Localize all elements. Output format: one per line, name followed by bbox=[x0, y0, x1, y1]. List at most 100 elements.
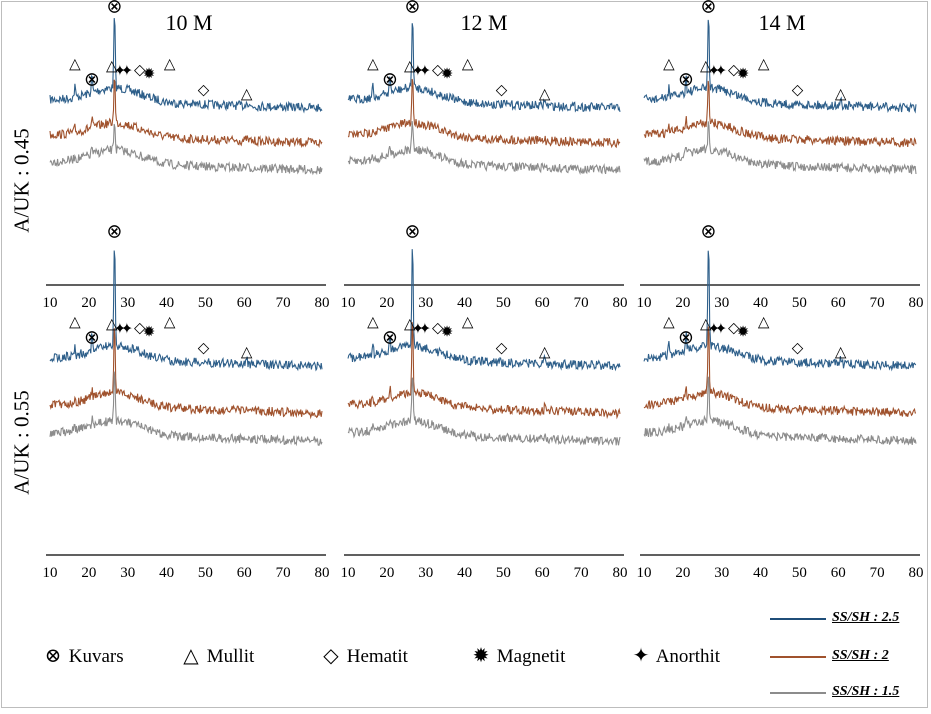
x-tick-label: 70 bbox=[574, 565, 589, 581]
x-tick-label: 80 bbox=[909, 565, 924, 581]
legend-kuvars-label: Kuvars bbox=[68, 646, 124, 667]
diamond-icon: ◇ bbox=[728, 319, 740, 337]
legend-series-2-5-label: SS/SH : 2.5 bbox=[832, 610, 900, 625]
legend-anorthit: ✦ Anorthit bbox=[630, 643, 720, 668]
legend-mullit-label: Mullit bbox=[206, 646, 255, 667]
triangle-icon: △ bbox=[758, 313, 770, 331]
legend-magnetit-label: Magnetit bbox=[496, 646, 566, 667]
x-tick-label: 10 bbox=[637, 295, 652, 311]
four-point-star-icon: ✦ bbox=[412, 320, 425, 338]
x-tick-label: 40 bbox=[753, 565, 768, 581]
legend-kuvars: ⊗ Kuvars bbox=[42, 643, 124, 668]
x-tick-label: 30 bbox=[714, 295, 729, 311]
x-tick-label: 30 bbox=[418, 565, 433, 581]
series-trace-1 bbox=[643, 80, 917, 148]
circled-x-icon: ⊗ bbox=[84, 69, 100, 91]
star-burst-icon: ✹ bbox=[441, 323, 454, 341]
circled-x-icon: ⊗ bbox=[84, 327, 100, 349]
diamond-icon: ◇ bbox=[496, 81, 508, 99]
circled-x-icon: ⊗ bbox=[701, 221, 717, 243]
four-point-star-icon: ✦ bbox=[419, 320, 432, 338]
four-point-star-icon: ✦ bbox=[715, 320, 728, 338]
series-trace-2 bbox=[49, 371, 323, 447]
triangle-icon: △ bbox=[835, 343, 847, 361]
four-point-star-icon: ✦ bbox=[708, 320, 721, 338]
legend-hematit-label: Hematit bbox=[346, 646, 408, 667]
star-burst-icon: ✹ bbox=[441, 65, 454, 83]
star-burst-icon: ✹ bbox=[143, 323, 156, 341]
x-tick-label: 30 bbox=[120, 295, 135, 311]
x-tick-label: 50 bbox=[792, 565, 807, 581]
triangle-icon: △ bbox=[106, 57, 118, 75]
x-tick-label: 60 bbox=[237, 565, 252, 581]
legend-series-1-5-label: SS/SH : 1.5 bbox=[832, 684, 900, 699]
four-point-star-icon: ✦ bbox=[121, 62, 134, 80]
triangle-icon: △ bbox=[241, 343, 253, 361]
diamond-icon: ◇ bbox=[323, 645, 339, 667]
star-burst-icon: ✹ bbox=[737, 323, 750, 341]
circled-x-icon: ⊗ bbox=[701, 0, 717, 18]
legend-hematit: ◇ Hematit bbox=[320, 643, 408, 668]
four-point-star-icon: ✦ bbox=[121, 320, 134, 338]
triangle-icon: △ bbox=[404, 315, 416, 333]
series-trace-0 bbox=[49, 250, 323, 372]
x-tick-label: 60 bbox=[535, 565, 550, 581]
x-tick-label: 30 bbox=[120, 565, 135, 581]
x-tick-label: 60 bbox=[237, 295, 252, 311]
x-tick-label: 10 bbox=[43, 295, 58, 311]
column-title-14m: 14 M bbox=[758, 10, 806, 35]
series-trace-0 bbox=[643, 250, 917, 372]
triangle-icon: △ bbox=[183, 645, 199, 667]
x-tick-label: 70 bbox=[870, 295, 885, 311]
x-tick-label: 60 bbox=[831, 565, 846, 581]
four-point-star-icon: ✦ bbox=[632, 645, 650, 667]
circled-x-icon: ⊗ bbox=[678, 327, 694, 349]
diamond-icon: ◇ bbox=[134, 61, 146, 79]
triangle-icon: △ bbox=[700, 57, 712, 75]
triangle-icon: △ bbox=[69, 55, 81, 73]
x-tick-label: 50 bbox=[496, 295, 511, 311]
star-burst-icon: ✹ bbox=[472, 645, 490, 667]
x-tick-label: 30 bbox=[714, 565, 729, 581]
triangle-icon: △ bbox=[700, 315, 712, 333]
triangle-icon: △ bbox=[404, 57, 416, 75]
circled-x-icon: ⊗ bbox=[44, 645, 62, 667]
triangle-icon: △ bbox=[663, 55, 675, 73]
series-trace-0 bbox=[49, 18, 323, 114]
column-title-10m: 10 M bbox=[165, 10, 213, 35]
diamond-icon: ◇ bbox=[134, 319, 146, 337]
diamond-icon: ◇ bbox=[432, 61, 444, 79]
four-point-star-icon: ✦ bbox=[715, 62, 728, 80]
legend-series-2: SS/SH : 2 bbox=[770, 648, 926, 678]
series-trace-1 bbox=[347, 78, 621, 149]
x-tick-label: 70 bbox=[870, 565, 885, 581]
series-trace-0 bbox=[643, 19, 917, 114]
series-trace-1 bbox=[643, 326, 916, 417]
x-tick-label: 10 bbox=[43, 565, 58, 581]
diamond-icon: ◇ bbox=[198, 81, 210, 99]
diamond-icon: ◇ bbox=[198, 339, 210, 357]
triangle-icon: △ bbox=[462, 313, 474, 331]
four-point-star-icon: ✦ bbox=[114, 320, 127, 338]
triangle-icon: △ bbox=[462, 55, 474, 73]
x-tick-label: 20 bbox=[379, 565, 394, 581]
series-trace-0 bbox=[347, 23, 621, 113]
legend-line-2 bbox=[770, 656, 826, 658]
circled-x-icon: ⊗ bbox=[405, 221, 421, 243]
legend-line-2-5 bbox=[770, 618, 826, 620]
circled-x-icon: ⊗ bbox=[107, 221, 123, 243]
diamond-icon: ◇ bbox=[496, 339, 508, 357]
x-tick-label: 10 bbox=[341, 295, 356, 311]
series-trace-0 bbox=[347, 249, 621, 372]
x-tick-label: 20 bbox=[675, 565, 690, 581]
x-tick-label: 40 bbox=[159, 565, 174, 581]
x-tick-label: 20 bbox=[379, 295, 394, 311]
legend-magnetit: ✹ Magnetit bbox=[470, 643, 566, 668]
x-tick-label: 80 bbox=[315, 295, 330, 311]
x-tick-label: 70 bbox=[276, 295, 291, 311]
x-tick-label: 80 bbox=[315, 565, 330, 581]
series-trace-2 bbox=[347, 377, 621, 447]
triangle-icon: △ bbox=[164, 55, 176, 73]
star-burst-icon: ✹ bbox=[737, 65, 750, 83]
